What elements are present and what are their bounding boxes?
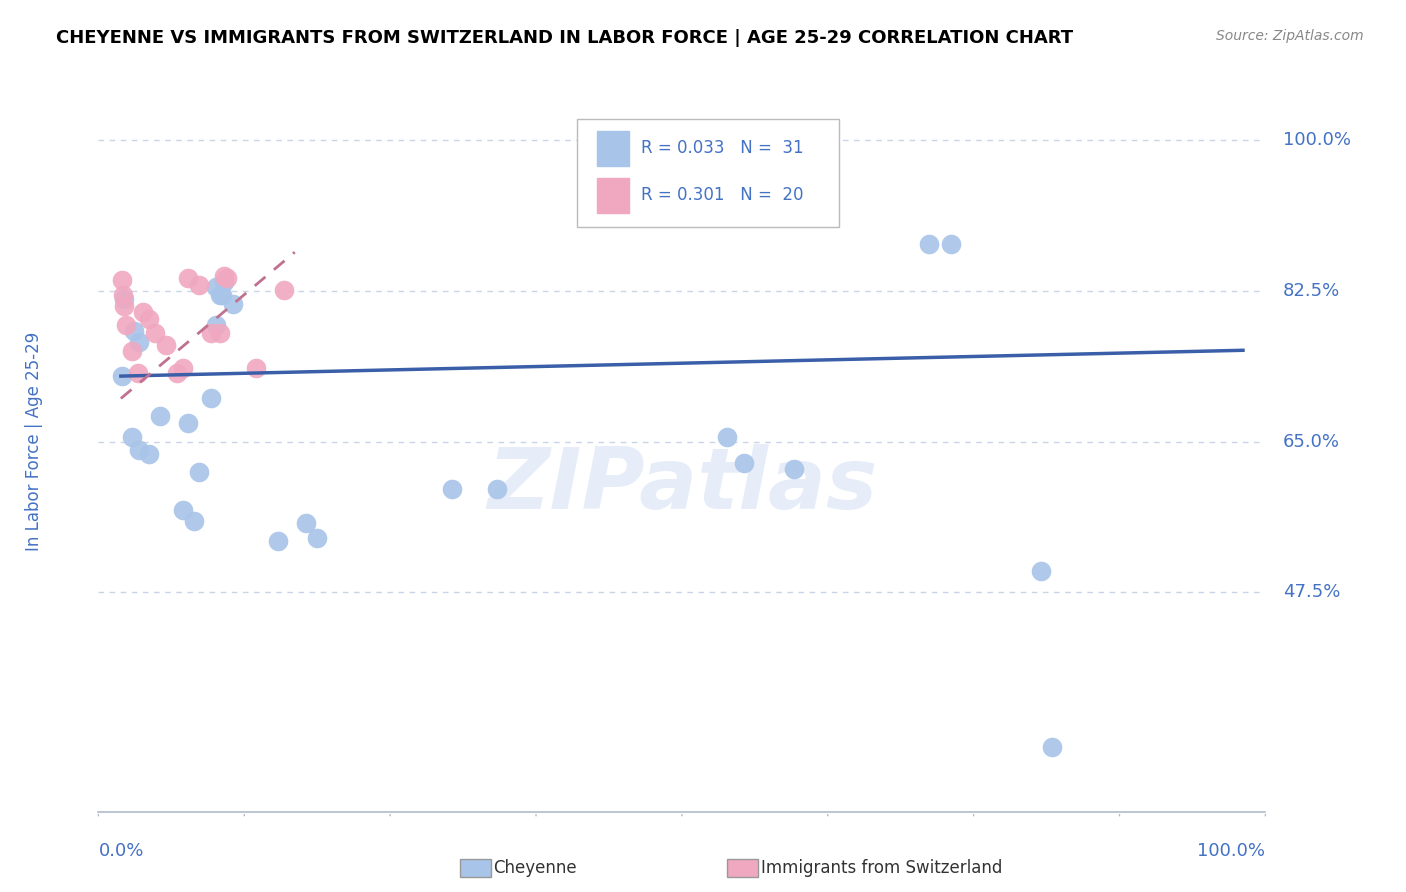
Text: 100.0%: 100.0% [1198,842,1265,860]
Point [783,462,806,476]
Point [188,277,211,292]
Point [172,360,194,375]
Point [217,271,239,285]
Point [273,283,295,297]
Text: ZIPatlas: ZIPatlas [486,444,877,527]
Point [177,416,200,430]
Point [222,297,245,311]
Text: CHEYENNE VS IMMIGRANTS FROM SWITZERLAND IN LABOR FORCE | AGE 25-29 CORRELATION C: CHEYENNE VS IMMIGRANTS FROM SWITZERLAND … [56,29,1073,47]
Point [440,482,463,496]
Point [188,465,211,479]
Point [1029,564,1052,578]
Point [138,312,160,326]
Point [121,430,143,444]
Text: R = 0.033   N =  31: R = 0.033 N = 31 [641,139,804,157]
Point [211,288,233,302]
Point [183,514,205,528]
Text: Immigrants from Switzerland: Immigrants from Switzerland [761,859,1002,877]
Point [212,269,235,284]
Point [172,503,194,517]
Point [112,288,135,302]
Point [205,318,228,333]
Point [121,344,143,359]
Point [155,338,177,352]
Point [112,292,135,306]
Point [200,392,222,406]
Point [208,326,231,340]
Text: 47.5%: 47.5% [1282,583,1340,601]
Text: 100.0%: 100.0% [1282,131,1351,149]
Point [212,275,235,289]
Point [112,299,135,313]
Point [1040,740,1063,755]
Point [208,288,231,302]
Point [128,334,150,349]
Text: Cheyenne: Cheyenne [494,859,576,877]
Point [716,430,738,444]
Point [295,516,318,531]
Point [267,533,290,548]
Text: 65.0%: 65.0% [1282,433,1340,450]
Point [111,273,134,287]
Point [127,366,149,380]
Point [941,236,963,251]
Point [166,366,188,380]
Point [307,531,329,545]
Point [111,369,134,384]
Text: In Labor Force | Age 25-29: In Labor Force | Age 25-29 [25,332,44,551]
Point [177,271,200,285]
Point [149,409,172,423]
FancyBboxPatch shape [576,120,839,227]
Point [485,482,508,496]
Point [128,443,150,458]
Point [132,305,155,319]
Bar [596,130,630,166]
Text: 0.0%: 0.0% [98,842,143,860]
Point [138,447,160,461]
Point [115,318,138,333]
Bar [596,178,630,213]
Point [205,279,228,293]
Point [200,326,222,340]
Point [245,360,267,375]
Text: Source: ZipAtlas.com: Source: ZipAtlas.com [1216,29,1364,44]
Text: R = 0.301   N =  20: R = 0.301 N = 20 [641,186,804,204]
Point [143,326,166,340]
Point [918,236,941,251]
Point [733,456,755,470]
Text: 82.5%: 82.5% [1282,282,1340,300]
Point [124,324,146,338]
